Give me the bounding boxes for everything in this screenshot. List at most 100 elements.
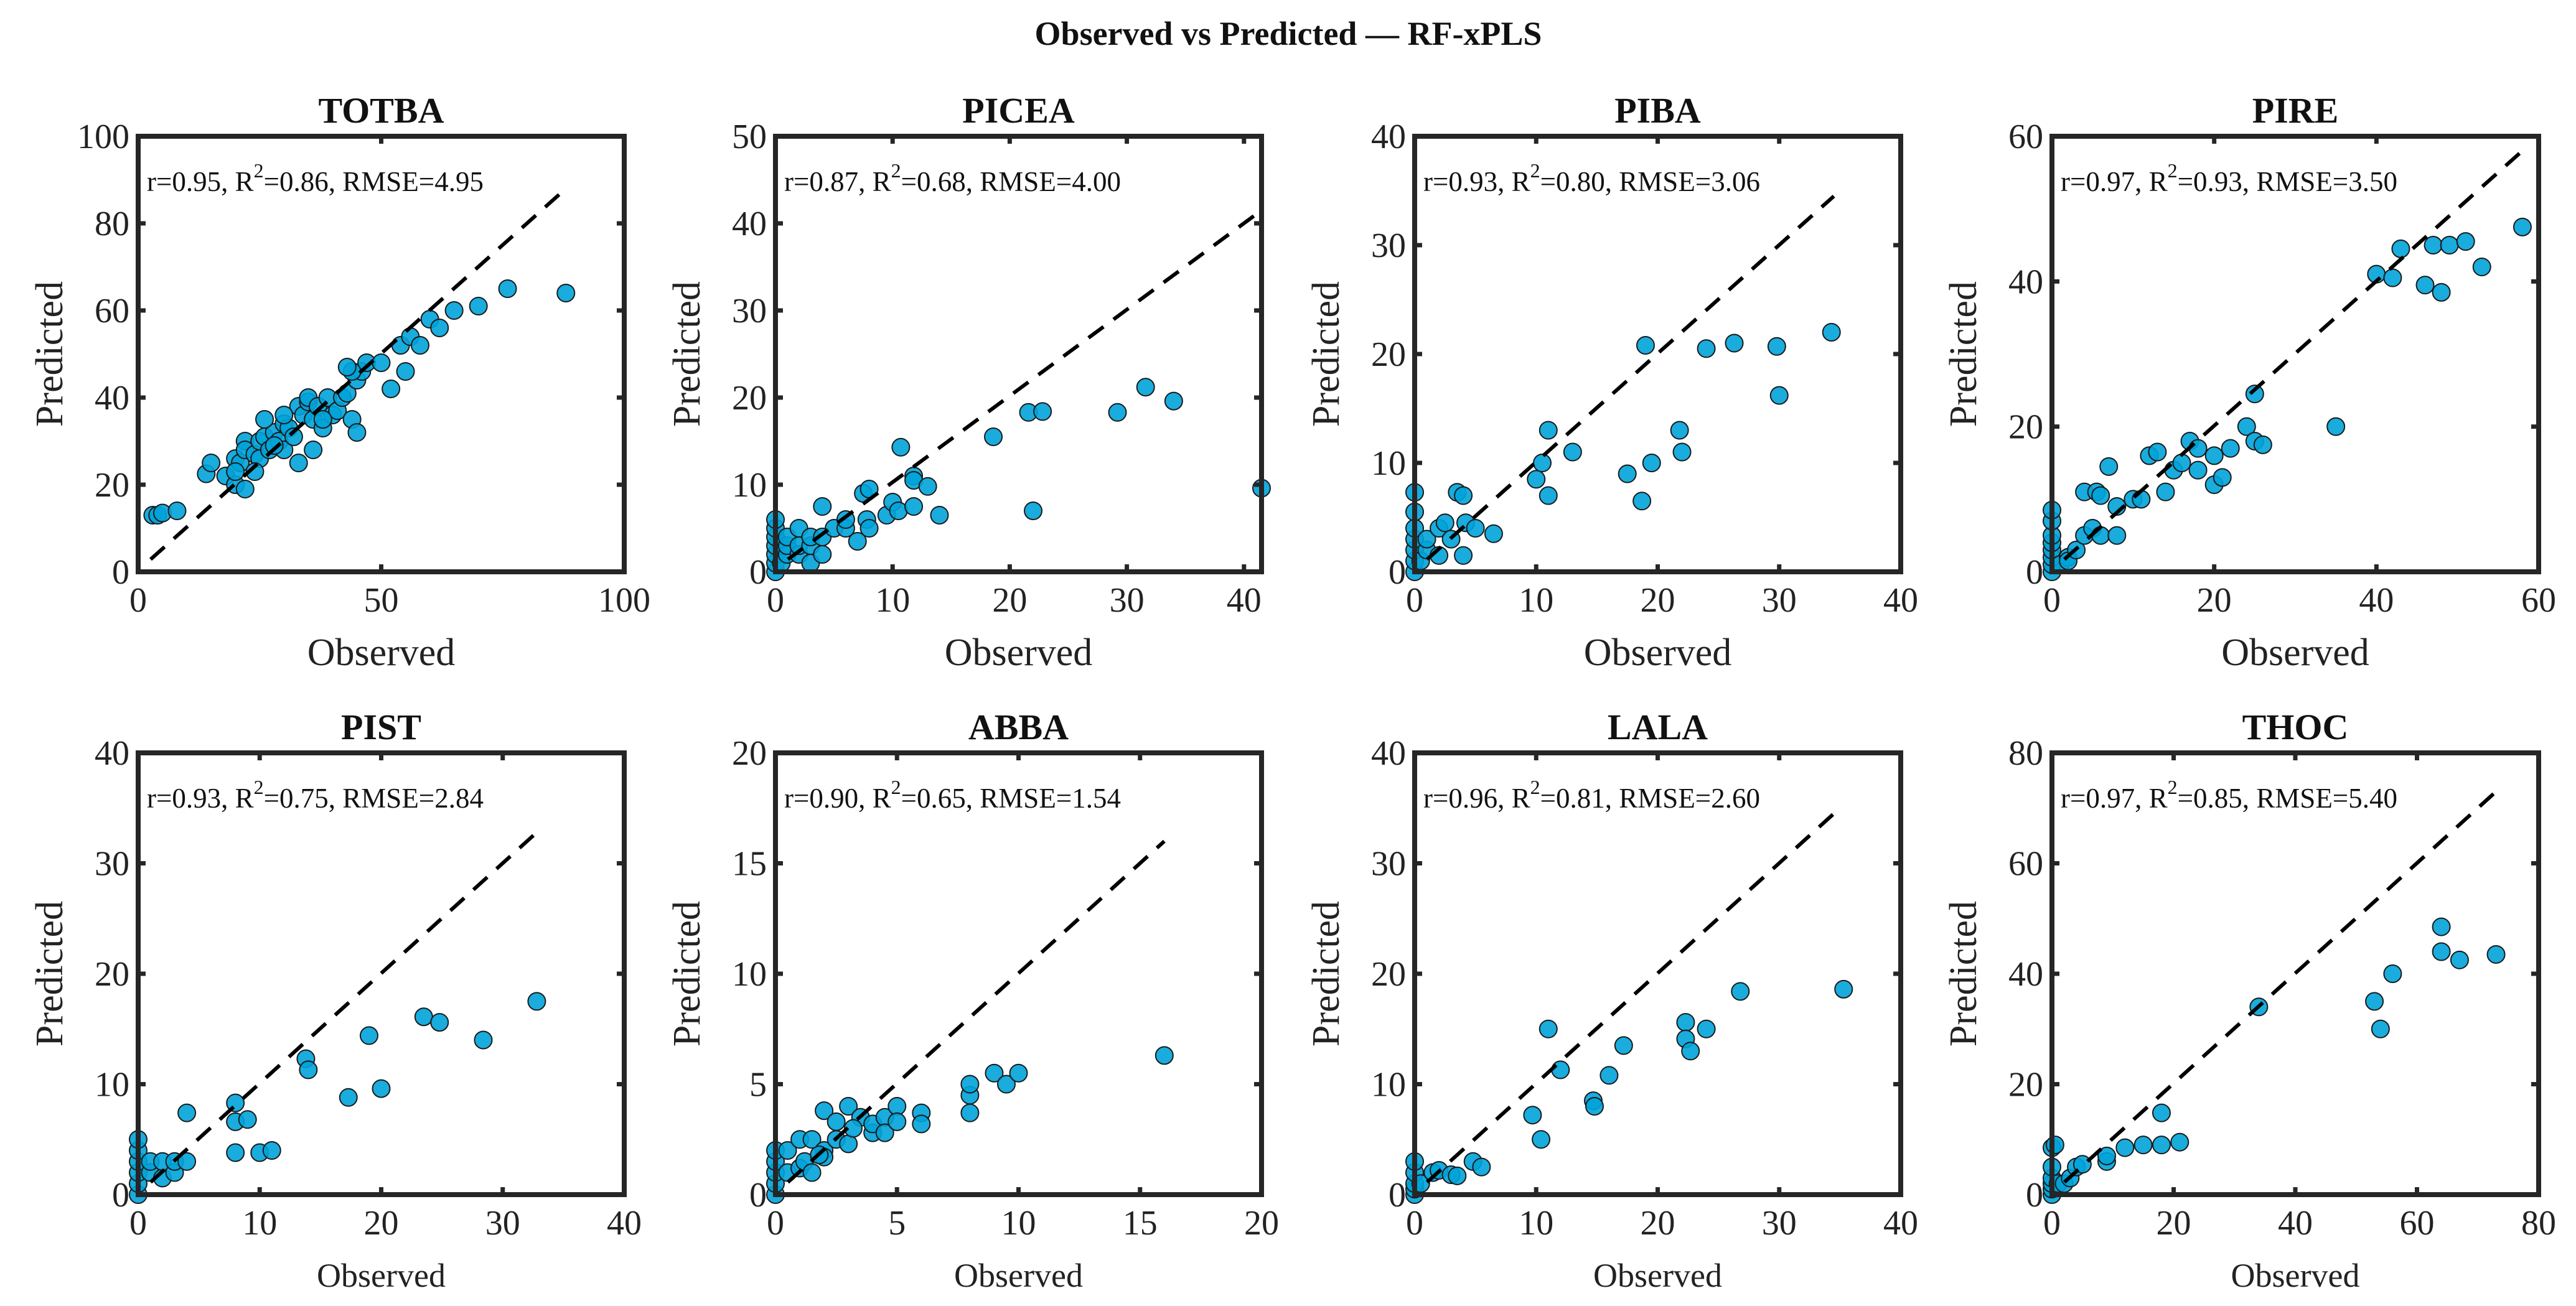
data-point (1676, 1013, 1695, 1032)
data-point (1725, 333, 1744, 353)
superscript: 2 (891, 776, 901, 798)
x-tick-label: 30 (1762, 1204, 1797, 1243)
stat-r2-rmse: =0.85, RMSE=5.40 (2178, 783, 2397, 814)
one-to-one-line (2063, 149, 2524, 561)
data-point (875, 1123, 894, 1142)
subplot-lala: LALA 0 10 20 30 40 0 10 20 30 40 Observed Predicted r… (1305, 707, 1918, 1294)
one-to-one-line (1425, 806, 1842, 1184)
x-tick-label: 0 (1406, 1204, 1423, 1243)
data-point (255, 410, 274, 429)
data-point (2450, 950, 2469, 969)
x-tick-label: 20 (992, 581, 1027, 620)
subplot-title: PIBA (1614, 90, 1701, 131)
one-to-one-line (787, 208, 1263, 561)
stat-r: r=0.93, R (1423, 166, 1530, 197)
one-to-one-line (2063, 790, 2498, 1184)
subplot-pire: PIRE 0 20 40 60 0 20 40 60 Observed Predicted r=0.9… (1942, 90, 2556, 674)
data-point (2133, 1136, 2153, 1155)
data-point (1448, 1166, 1467, 1185)
y-tick-label: 20 (2008, 1066, 2043, 1104)
figure-title: Observed vs Predicted — RF-xPLS (1035, 15, 1542, 52)
x-tick-label: 40 (1227, 581, 1262, 620)
y-tick-label: 15 (732, 845, 767, 884)
data-point (1539, 486, 1558, 505)
data-point (802, 1130, 822, 1149)
subplot-title: LALA (1608, 707, 1708, 747)
data-point (778, 1141, 797, 1160)
subplot-piba: PIBA 0 10 20 30 40 0 10 20 30 40 Observed Predicted r… (1305, 90, 1918, 674)
y-tick-label: 20 (95, 466, 129, 505)
data-point (2148, 442, 2167, 462)
stats-annotation: r=0.93, R2=0.75, RMSE=2.84 (147, 776, 484, 814)
y-tick-label: 60 (95, 292, 129, 330)
x-tick-label: 20 (2157, 1204, 2191, 1243)
y-tick-label: 10 (732, 466, 767, 505)
x-tick-label: 40 (2278, 1204, 2313, 1243)
subplot-title: PICEA (962, 90, 1075, 131)
data-point (960, 1103, 980, 1122)
x-tick-label: 30 (1110, 581, 1145, 620)
y-tick-label: 10 (732, 955, 767, 994)
y-tick-label: 10 (95, 1066, 129, 1104)
scatter-points (1405, 323, 1841, 581)
data-point (2213, 468, 2232, 487)
data-point (888, 1097, 907, 1116)
data-point (1670, 421, 1689, 440)
data-point (1466, 519, 1485, 538)
data-point (2391, 239, 2410, 258)
data-point (1532, 1130, 1551, 1149)
x-tick-label: 0 (129, 581, 147, 620)
stats-annotation: r=0.96, R2=0.81, RMSE=2.60 (1423, 776, 1760, 814)
superscript: 2 (1530, 776, 1540, 798)
subplot-title: ABBA (968, 707, 1069, 747)
x-tick-label: 100 (598, 581, 650, 620)
stat-r2-rmse: =0.75, RMSE=2.84 (264, 783, 484, 814)
data-point (1527, 470, 1546, 489)
axes-box (773, 134, 1264, 574)
stat-r: r=0.96, R (1423, 783, 1530, 814)
x-tick-label: 0 (2043, 581, 2061, 620)
data-point (1618, 464, 1637, 483)
y-tick-label: 80 (95, 205, 129, 243)
data-point (1155, 1046, 1174, 1065)
data-point (1731, 982, 1750, 1001)
x-tick-label: 60 (2521, 581, 2556, 620)
x-tick-label: 20 (1641, 1204, 1675, 1243)
data-point (1454, 486, 1473, 505)
scatter-points (1405, 979, 1853, 1204)
data-point (2486, 945, 2506, 964)
superscript: 2 (891, 159, 901, 182)
stats-annotation: r=0.90, R2=0.65, RMSE=1.54 (784, 776, 1121, 814)
one-to-one-line (786, 839, 1166, 1184)
data-point (960, 1075, 980, 1094)
data-point (2456, 232, 2475, 251)
data-point (2107, 526, 2127, 545)
y-tick-label: 40 (1371, 118, 1406, 156)
data-point (1769, 386, 1789, 405)
x-tick-label: 10 (1519, 581, 1553, 620)
superscript: 2 (254, 159, 264, 182)
subplot-totba: TOTBA 0 50 100 0 20 40 60 80 100 Observed Predicted… (29, 90, 650, 674)
data-point (469, 297, 488, 315)
subplot-picea: PICEA 0 10 20 30 40 0 10 20 30 40 50 Observed Predict… (666, 90, 1271, 674)
y-axis-label: Predicted (1305, 901, 1347, 1047)
data-point (2432, 917, 2451, 936)
axes-box (136, 750, 627, 1197)
x-axis-label: Observed (945, 632, 1093, 674)
y-tick-label: 40 (732, 205, 767, 243)
x-tick-label: 30 (485, 1204, 520, 1243)
data-point (1539, 1019, 1558, 1038)
data-point (1435, 513, 1454, 533)
data-point (430, 319, 449, 337)
data-point (304, 441, 323, 459)
stat-r2-rmse: =0.68, RMSE=4.00 (901, 166, 1121, 197)
data-point (2513, 217, 2532, 236)
data-point (848, 532, 867, 551)
x-tick-label: 20 (2197, 581, 2232, 620)
one-to-one-line (149, 829, 541, 1184)
data-point (891, 437, 911, 457)
subplot-title: PIRE (2252, 90, 2339, 131)
x-axis-label: Observed (317, 1257, 446, 1294)
x-tick-label: 60 (2400, 1204, 2435, 1243)
